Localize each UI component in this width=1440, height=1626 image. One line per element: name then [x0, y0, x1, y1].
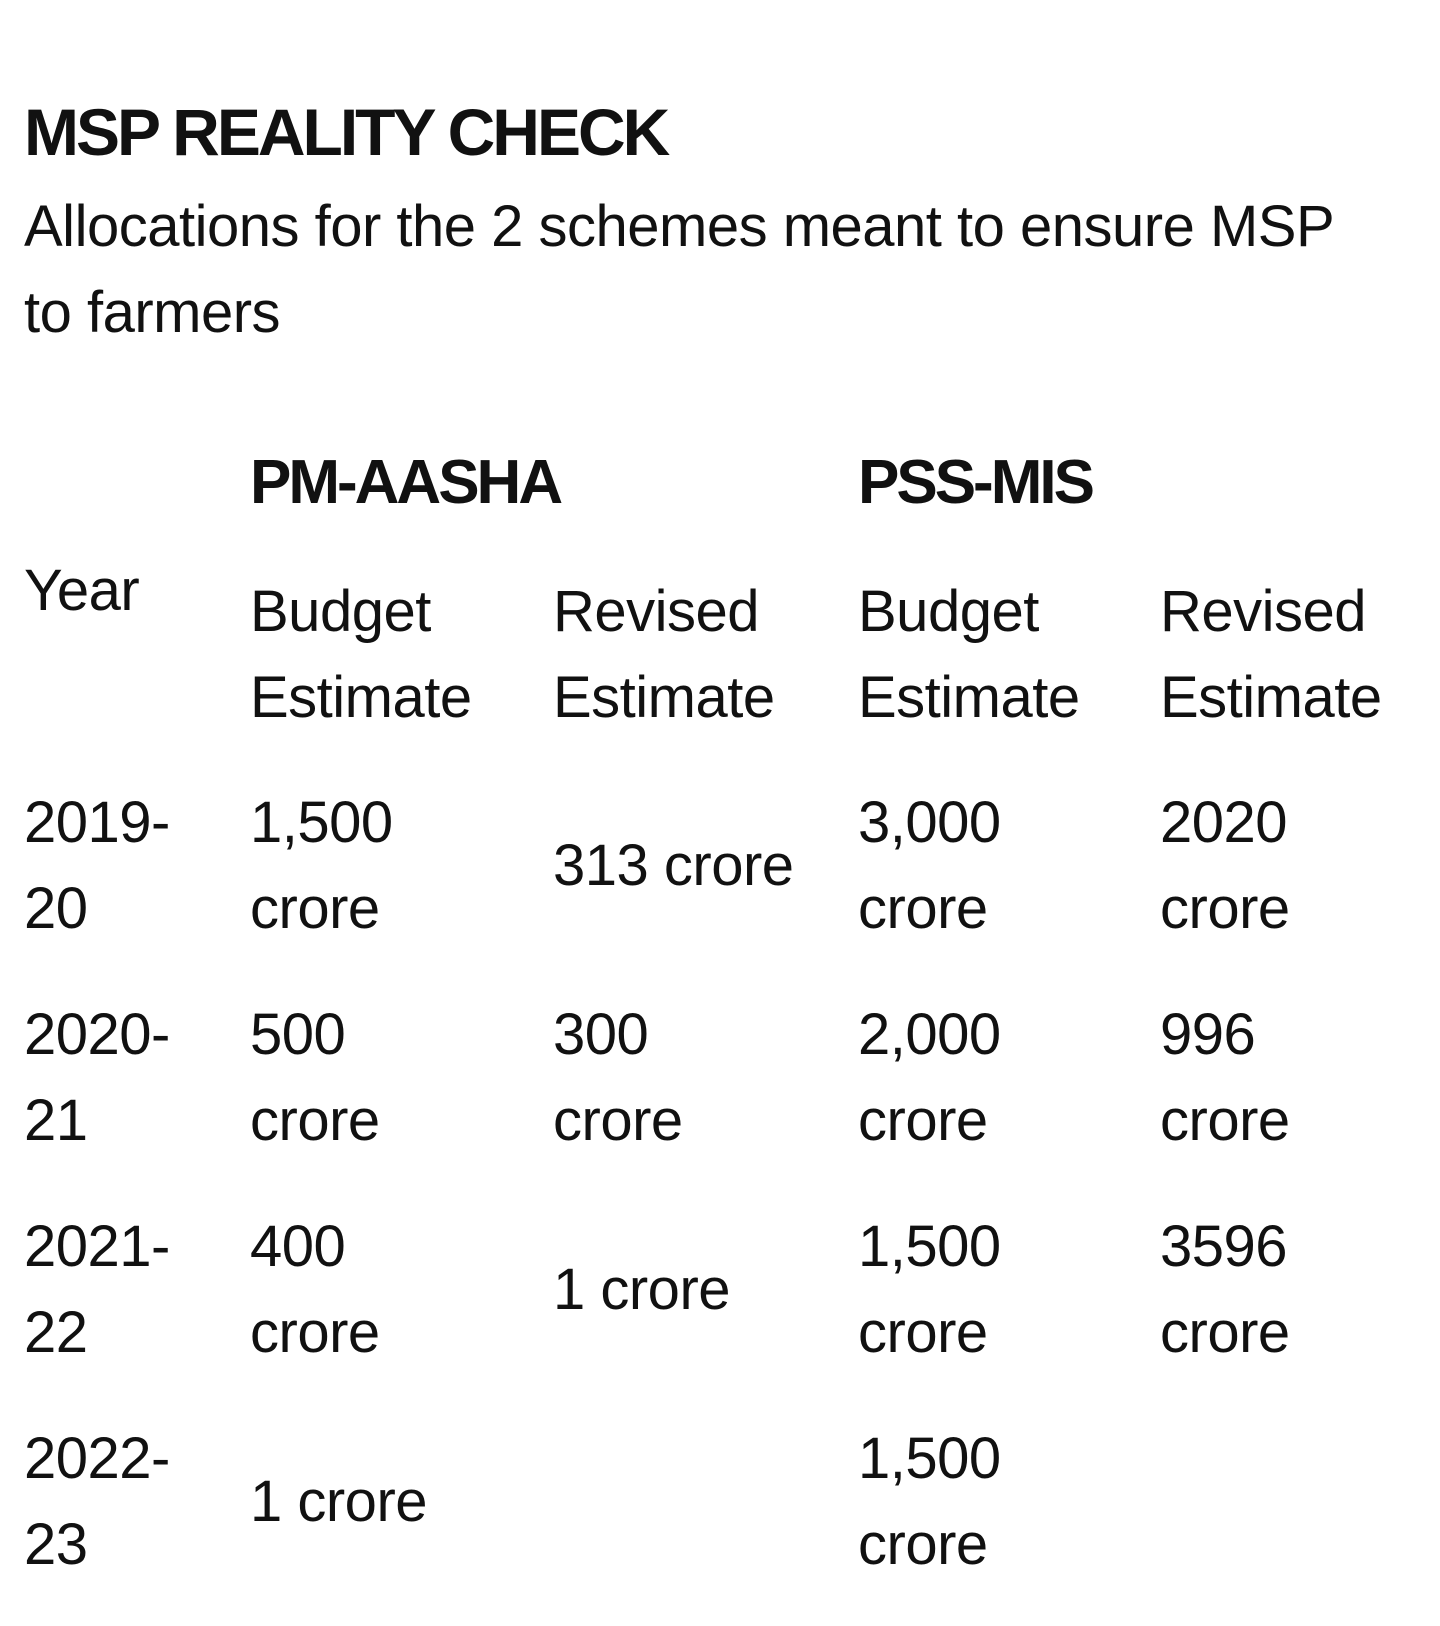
page-subtitle: Allocations for the 2 schemes meant to e…: [24, 194, 1334, 345]
cell-line: 2021-: [24, 1214, 170, 1279]
cell-line: 2019-: [24, 790, 170, 855]
table-cell-pss-revised: 2020 crore: [1160, 780, 1290, 952]
header-line: Revised: [1160, 579, 1367, 644]
cell-line: 1,500: [250, 790, 393, 855]
cell-line: crore: [858, 1300, 988, 1365]
cell-line: 996: [1160, 1002, 1256, 1067]
header-line: Budget: [250, 579, 431, 644]
table-cell-pss-budget: 1,500 crore: [858, 1204, 1001, 1376]
cell-line: 2,000: [858, 1002, 1001, 1067]
cell-line: crore: [1160, 1088, 1290, 1153]
table-cell-pm-revised: 300 crore: [553, 992, 683, 1164]
cell-line: crore: [1160, 876, 1290, 941]
cell-line: crore: [858, 876, 988, 941]
scheme-heading-pm-aasha: PM-AASHA: [250, 448, 563, 517]
table-row-year: 2019- 20: [24, 780, 170, 952]
table-row-year: 2022- 23: [24, 1416, 170, 1588]
cell-line: 2020-: [24, 1002, 170, 1067]
cell-line: 1,500: [858, 1426, 1001, 1491]
table-cell-pss-revised: 3596 crore: [1160, 1204, 1290, 1376]
cell-line: crore: [250, 876, 380, 941]
cell-line: crore: [1160, 1300, 1290, 1365]
column-header-pm-budget-estimate: Budget Estimate: [250, 569, 472, 741]
cell-line: 2022-: [24, 1426, 170, 1491]
table-cell-pss-budget: 2,000 crore: [858, 992, 1001, 1164]
cell-line: crore: [553, 1088, 683, 1153]
page-title: MSP REALITY CHECK: [24, 95, 670, 169]
column-header-pss-revised-estimate: Revised Estimate: [1160, 569, 1382, 741]
cell-line: 20: [24, 876, 88, 941]
header-line: Estimate: [250, 665, 472, 730]
table-cell-pm-budget: 500 crore: [250, 992, 380, 1164]
table-cell-pm-revised: 1 crore: [553, 1257, 731, 1322]
cell-line: 3596: [1160, 1214, 1288, 1279]
header-line: Estimate: [553, 665, 775, 730]
cell-line: 23: [24, 1512, 88, 1577]
cell-line: crore: [250, 1300, 380, 1365]
table-cell-pss-budget: 1,500 crore: [858, 1416, 1001, 1588]
column-header-pm-revised-estimate: Revised Estimate: [553, 569, 775, 741]
column-header-year: Year: [24, 558, 140, 623]
header-line: Estimate: [858, 665, 1080, 730]
cell-line: crore: [858, 1512, 988, 1577]
table-cell-pss-budget: 3,000 crore: [858, 780, 1001, 952]
table-row-year: 2021- 22: [24, 1204, 170, 1376]
cell-line: 1,500: [858, 1214, 1001, 1279]
scheme-heading-pss-mis: PSS-MIS: [858, 448, 1095, 517]
cell-line: 21: [24, 1088, 88, 1153]
table-cell-pm-budget: 400 crore: [250, 1204, 380, 1376]
cell-line: crore: [858, 1088, 988, 1153]
header-line: Estimate: [1160, 665, 1382, 730]
table-cell-pm-budget: 1 crore: [250, 1469, 428, 1534]
cell-line: 300: [553, 1002, 649, 1067]
table-cell-pm-budget: 1,500 crore: [250, 780, 393, 952]
header-line: Budget: [858, 579, 1039, 644]
cell-line: crore: [250, 1088, 380, 1153]
table-row-year: 2020- 21: [24, 992, 170, 1164]
header-line: Revised: [553, 579, 760, 644]
cell-line: 3,000: [858, 790, 1001, 855]
table-cell-pss-revised: 996 crore: [1160, 992, 1290, 1164]
cell-line: 2020: [1160, 790, 1288, 855]
cell-line: 22: [24, 1300, 88, 1365]
cell-line: 400: [250, 1214, 346, 1279]
column-header-pss-budget-estimate: Budget Estimate: [858, 569, 1080, 741]
table-cell-pm-revised: 313 crore: [553, 833, 794, 898]
cell-line: 500: [250, 1002, 346, 1067]
